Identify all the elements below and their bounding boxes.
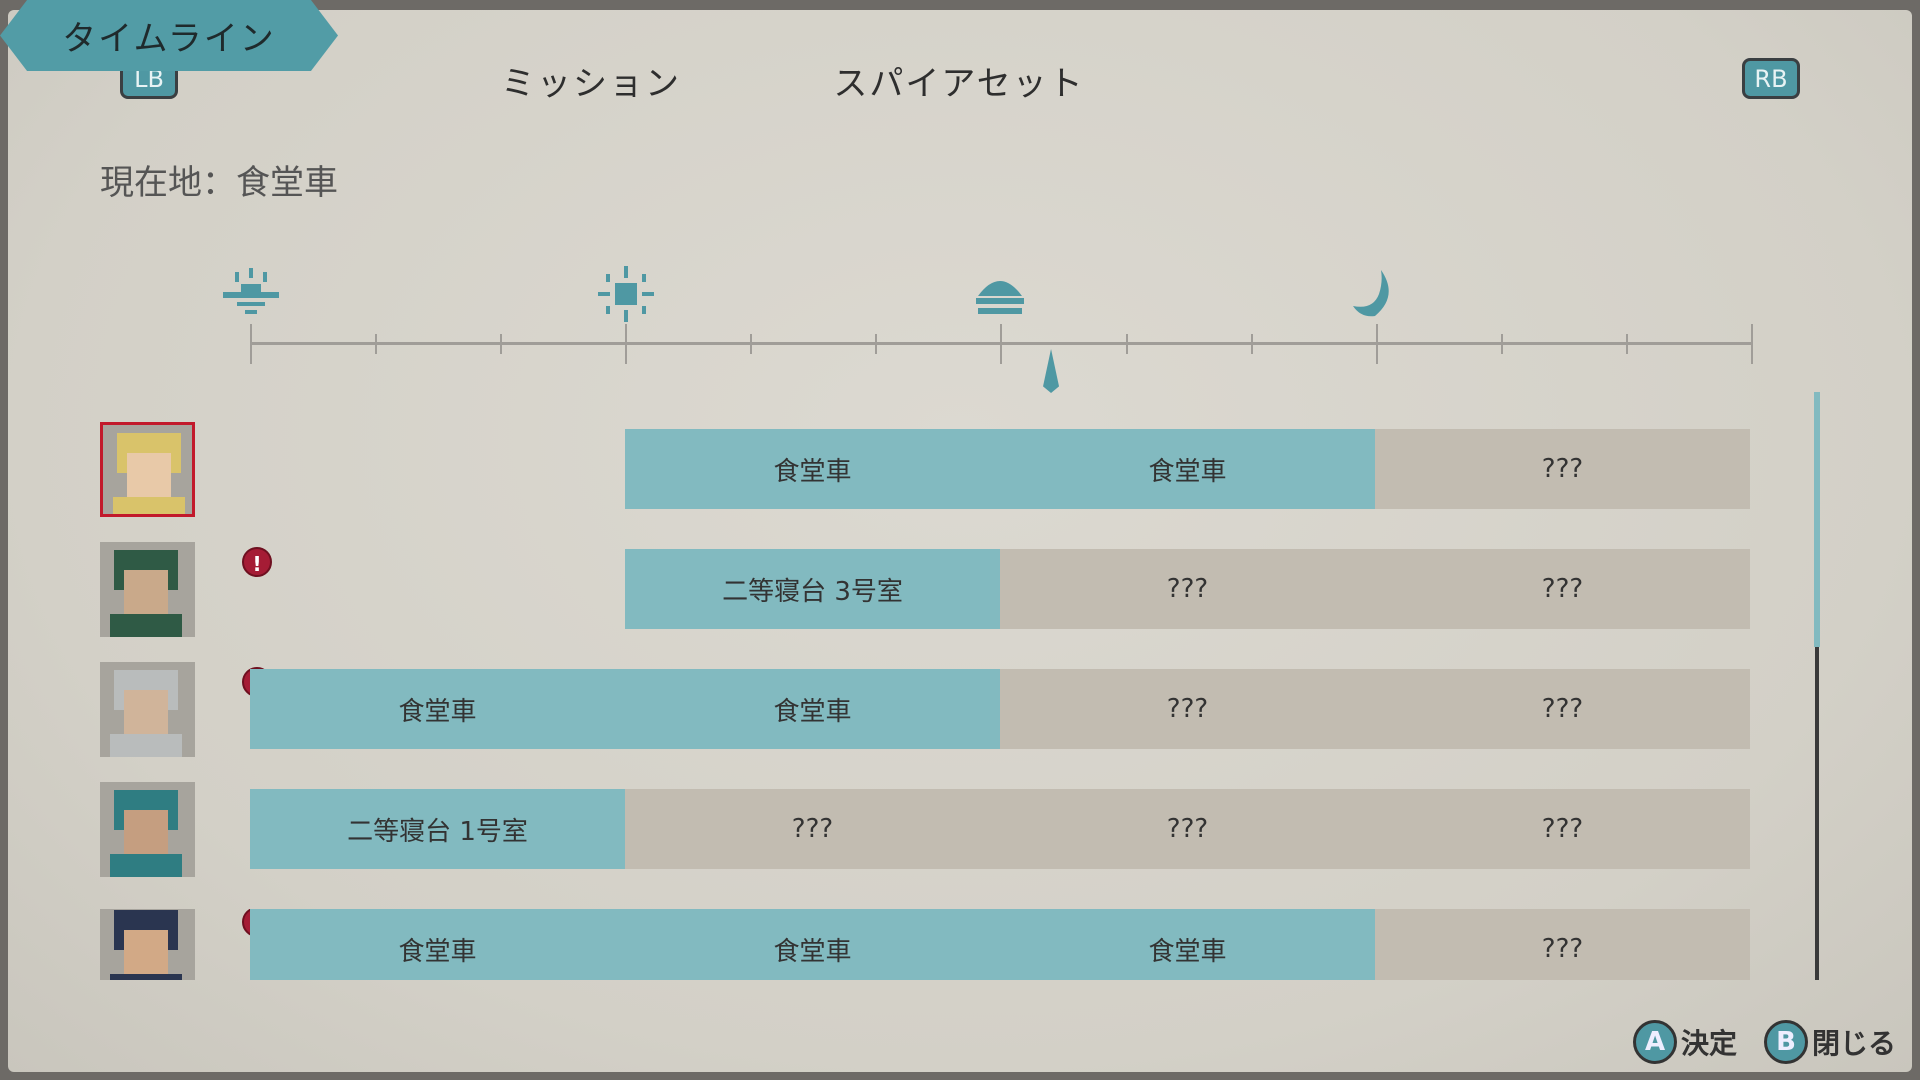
timeline-tick (1750, 324, 1753, 364)
character-row[interactable]: 食堂車 食堂車??? (0, 422, 1920, 517)
alert-icon: ! (242, 547, 272, 577)
sun-icon (598, 266, 654, 322)
paper-panel (8, 10, 1912, 1072)
timeline-cell: 食堂車 (1000, 909, 1375, 980)
portrait-body (110, 614, 182, 637)
portrait-face (124, 930, 168, 974)
timeline-cell: 食堂車 (250, 669, 625, 749)
timeline-tick (1500, 334, 1503, 354)
moon-icon (1347, 266, 1403, 322)
confirm-hint[interactable]: A 決定 (1633, 1020, 1737, 1064)
scrollbar-track[interactable] (1815, 392, 1819, 980)
timeline-tick (750, 334, 753, 354)
confirm-label: 決定 (1681, 1027, 1738, 1060)
timeline-tick (1125, 334, 1128, 354)
close-hint[interactable]: B 閉じる (1764, 1020, 1896, 1064)
timeline-tick (1250, 334, 1253, 354)
timeline-cell: ??? (1375, 669, 1750, 749)
timeline-cell: ??? (1000, 549, 1375, 629)
timeline-cell: ??? (1375, 789, 1750, 869)
timeline-cell: ??? (625, 789, 1000, 869)
character-portrait[interactable] (100, 782, 195, 877)
timeline-cell: 食堂車 (625, 429, 1000, 509)
character-portrait[interactable] (100, 662, 195, 757)
portrait-body (110, 974, 182, 980)
timeline-cell: 食堂車 (625, 909, 1000, 980)
timeline-tick (625, 324, 628, 364)
sunrise-icon (223, 266, 279, 322)
tab-mission[interactable]: ミッション (501, 63, 681, 104)
timeline-cell: ??? (1000, 669, 1375, 749)
timeline-tick (1625, 334, 1628, 354)
portrait-face (127, 453, 171, 497)
timeline-tick (875, 334, 878, 354)
portrait-body (110, 854, 182, 877)
portrait-face (124, 570, 168, 614)
timeline-cell: 二等寝台 3号室 (625, 549, 1000, 629)
timeline-tick (375, 334, 378, 354)
timeline-cell: 食堂車 (250, 909, 625, 980)
portrait-face (124, 810, 168, 854)
character-portrait[interactable] (100, 909, 195, 980)
timeline-cell: 食堂車 (625, 669, 1000, 749)
portrait-body (113, 497, 185, 514)
timeline-cell: 食堂車 (1000, 429, 1375, 509)
character-row[interactable]: ! 二等寝台 3号室?????? (0, 542, 1920, 637)
b-button-icon: B (1764, 1020, 1808, 1064)
timeline-tick (500, 334, 503, 354)
portrait-face (124, 690, 168, 734)
rb-button[interactable]: RB (1742, 58, 1800, 99)
a-button-icon: A (1633, 1020, 1677, 1064)
close-label: 閉じる (1812, 1027, 1897, 1060)
timeline-cell: ??? (1375, 909, 1750, 980)
timeline-cell: ??? (1375, 429, 1750, 509)
character-row[interactable]: 二等寝台 1号室????????? (0, 782, 1920, 877)
character-portrait[interactable] (100, 422, 195, 517)
character-portrait[interactable] (100, 542, 195, 637)
sunset-icon (972, 266, 1028, 322)
timeline-cell: 二等寝台 1号室 (250, 789, 625, 869)
timeline-cell: ??? (1000, 789, 1375, 869)
tab-spy-assets[interactable]: スパイアセット (833, 63, 1085, 104)
tab-timeline[interactable]: タイムライン (0, 0, 338, 71)
timeline-tick (1000, 324, 1003, 364)
scrollbar-thumb[interactable] (1814, 392, 1820, 647)
timeline-cell: ??? (1375, 549, 1750, 629)
current-location: 現在地：食堂車 (100, 163, 338, 203)
timeline-tick (250, 324, 252, 364)
timeline-tick (1375, 324, 1378, 364)
portrait-body (110, 734, 182, 757)
